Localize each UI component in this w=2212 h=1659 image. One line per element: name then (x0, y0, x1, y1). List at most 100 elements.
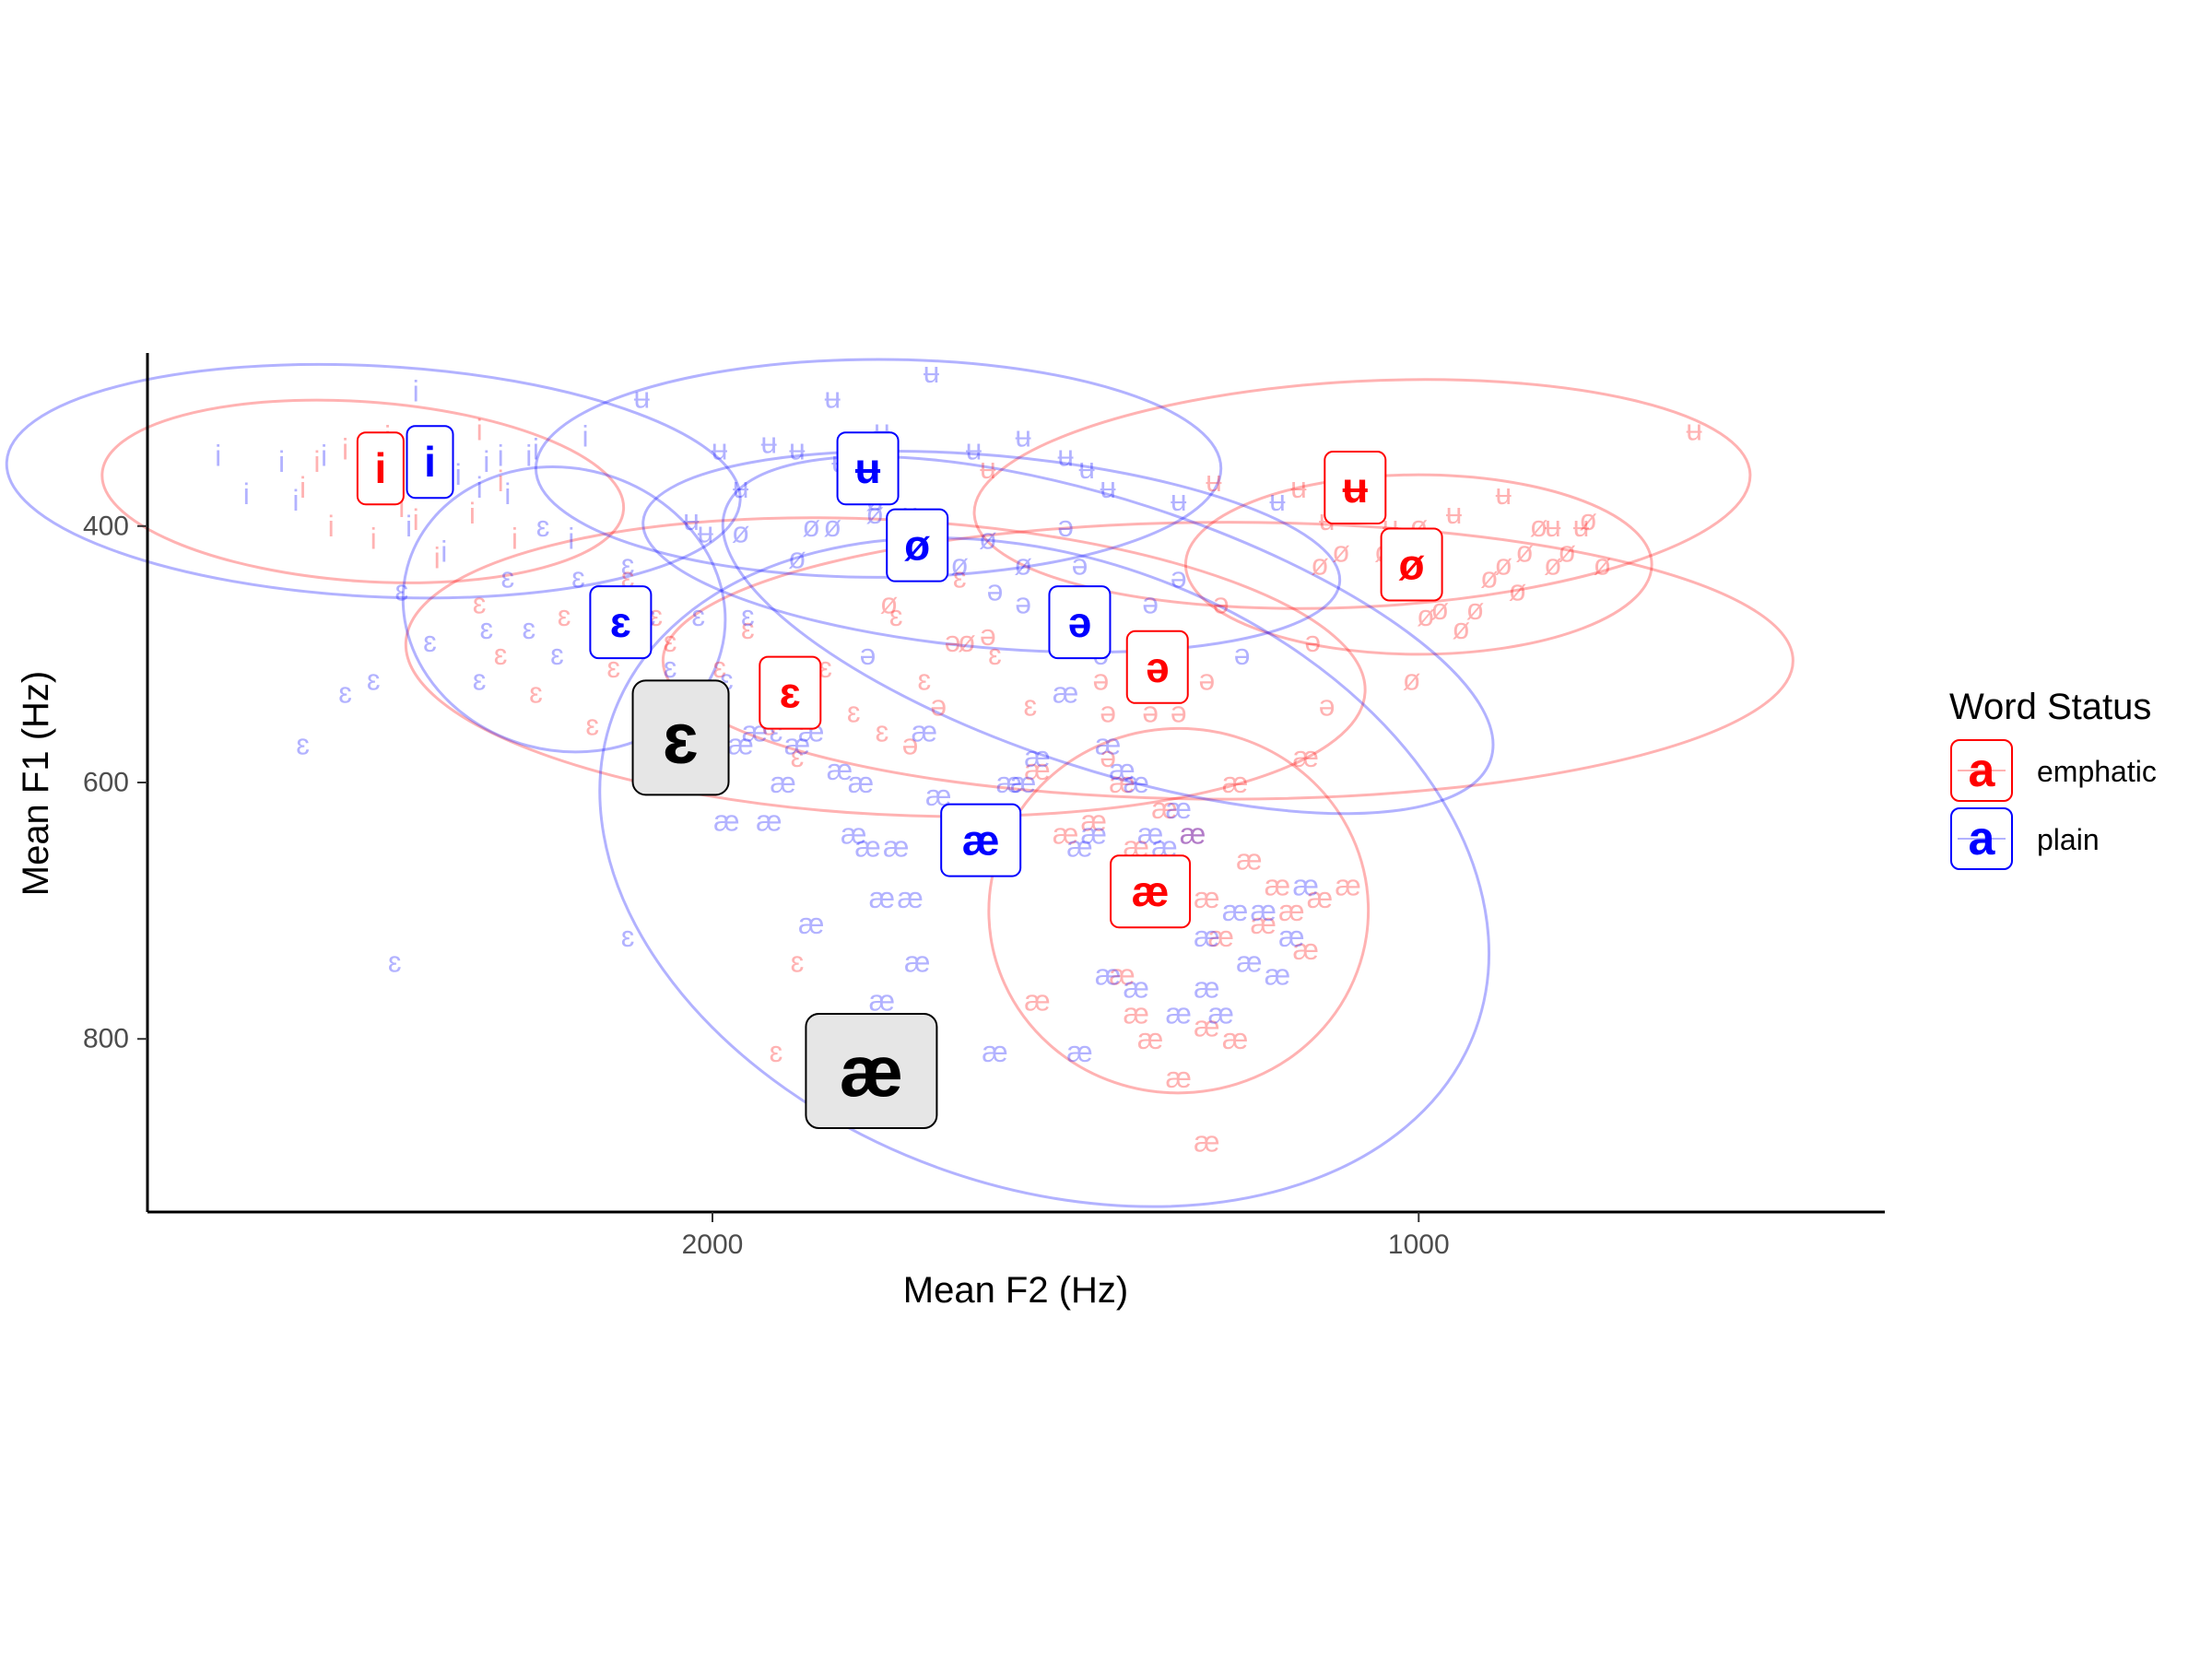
point-emphatic-o-slash: ø (958, 625, 976, 658)
point-emphatic-ae: æ (1335, 868, 1360, 901)
point-plain-i: i (243, 477, 250, 511)
mean-label-box (356, 431, 405, 506)
y-tick-label: 600 (83, 768, 129, 798)
mean-label-emphatic-epsilon: ɛ (759, 655, 822, 730)
point-emphatic-i: i (371, 523, 377, 556)
point-emphatic-schwa: ə (1100, 695, 1116, 728)
overall-mean-epsilon: ɛ (631, 679, 730, 796)
point-emphatic-schwa: ə (1304, 625, 1321, 658)
point-plain-i: i (441, 535, 447, 569)
point-emphatic-barred-u: ʉ (980, 452, 996, 485)
point-emphatic-epsilon: ɛ (791, 946, 805, 979)
point-plain-barred-u: ʉ (1171, 484, 1187, 517)
point-emphatic-barred-u: ʉ (1206, 465, 1222, 498)
mean-label-box (940, 803, 1022, 877)
point-emphatic-ae: æ (1166, 1061, 1192, 1094)
mean-label-text: ø (904, 522, 930, 570)
point-plain-ae: æ (897, 881, 923, 914)
point-emphatic-barred-u: ʉ (1686, 413, 1702, 446)
point-plain-ae: æ (1010, 766, 1036, 799)
point-emphatic-barred-u: ʉ (1545, 510, 1561, 543)
mean-label-box (759, 655, 822, 730)
point-plain-o-slash: ø (788, 542, 806, 575)
legend: Word Status a emphatic a plain (1949, 687, 2157, 870)
point-plain-barred-u: ʉ (1269, 484, 1286, 517)
point-plain-ae: æ (869, 881, 895, 914)
point-plain-o-slash: ø (732, 516, 750, 549)
point-plain-ae: æ (848, 766, 874, 799)
mean-label-emphatic-ae: æ (1110, 854, 1192, 929)
point-plain-barred-u: ʉ (1057, 439, 1074, 472)
ellipse-emphatic-barred-u (972, 378, 1752, 610)
point-plain-barred-u: ʉ (966, 432, 982, 465)
point-emphatic-o-slash: ø (1594, 548, 1612, 582)
point-plain-o-slash: ø (950, 548, 969, 582)
point-plain-ae: æ (1292, 868, 1318, 901)
point-plain-epsilon: ɛ (522, 612, 535, 645)
mean-label-emphatic-schwa: ə (1125, 629, 1189, 704)
point-plain-schwa: ə (1234, 638, 1251, 671)
point-emphatic-ae: æ (1292, 740, 1318, 773)
point-plain-schwa: ə (1015, 586, 1031, 619)
mean-label-text: ɛ (610, 598, 631, 646)
point-plain-epsilon: ɛ (479, 612, 493, 645)
point-plain-ae: æ (1265, 959, 1290, 992)
point-emphatic-i: i (498, 465, 504, 498)
overall-mean-ae: æ (805, 1012, 938, 1129)
point-emphatic-ae: æ (1109, 959, 1135, 992)
point-emphatic-epsilon: ɛ (847, 695, 861, 728)
point-plain-epsilon: ɛ (741, 599, 755, 632)
point-plain-epsilon: ɛ (621, 920, 635, 953)
point-emphatic-i: i (477, 413, 483, 446)
point-plain-ae: æ (1124, 971, 1149, 1005)
point-plain-ae: æ (841, 818, 866, 851)
mean-label-emphatic-barred-u: ʉ (1324, 451, 1387, 525)
point-emphatic-ae: æ (1222, 1022, 1248, 1055)
point-emphatic-epsilon: ɛ (649, 599, 663, 632)
point-plain-ae: æ (982, 1035, 1007, 1068)
point-emphatic-barred-u: ʉ (1573, 510, 1590, 543)
point-emphatic-o-slash: ø (1530, 510, 1548, 543)
point-emphatic-schwa: ə (1198, 664, 1215, 697)
point-plain-ae: æ (854, 830, 880, 864)
point-emphatic-o-slash: ø (1544, 548, 1562, 582)
point-plain-ae: æ (1095, 727, 1121, 760)
point-plain-barred-u: ʉ (697, 516, 713, 549)
point-plain-i: i (413, 375, 419, 408)
point-plain-ae: æ (1207, 996, 1233, 1030)
point-plain-epsilon: ɛ (367, 664, 381, 697)
point-plain-i: i (477, 471, 483, 504)
point-emphatic-ae: æ (1137, 1022, 1163, 1055)
mean-label-box (1110, 854, 1192, 929)
mean-label-box (589, 585, 653, 660)
ellipse-plain-schwa (721, 454, 1495, 816)
point-plain-ae: æ (1124, 766, 1149, 799)
point-emphatic-epsilon: ɛ (818, 651, 832, 684)
x-tick-label: 1000 (1388, 1230, 1450, 1260)
point-plain-barred-u: ʉ (1100, 471, 1116, 504)
point-plain-ae: æ (1081, 818, 1107, 851)
ellipse-plain-epsilon (401, 465, 727, 754)
axes: 2000 1000 400 600 800 Mean F2 (Hz) Mean F1 … (16, 353, 1885, 1311)
point-emphatic-epsilon: ɛ (712, 651, 726, 684)
x-axis-title: Mean F2 (Hz) (903, 1270, 1129, 1311)
point-plain-epsilon: ɛ (621, 548, 635, 582)
point-plain-schwa: ə (987, 573, 1004, 606)
point-emphatic-epsilon: ɛ (473, 586, 487, 619)
point-plain-barred-u: ʉ (924, 356, 940, 389)
legend-key-glyph-plain: a (1969, 812, 1996, 865)
point-plain-i: i (568, 523, 574, 556)
point-emphatic-ae: æ (1265, 868, 1290, 901)
point-plain-ae: æ (727, 727, 753, 760)
mean-label-text: ʉ (855, 444, 881, 492)
point-emphatic-ae: æ (1109, 766, 1135, 799)
ellipse-emphatic-ae (987, 726, 1371, 1095)
mean-label-box (1380, 527, 1443, 602)
point-emphatic-ae: æ (1024, 753, 1050, 786)
point-plain-ae: æ (996, 766, 1022, 799)
point-plain-i: i (215, 439, 221, 472)
mean-label-text: ø (1399, 541, 1425, 589)
point-plain-ae: æ (784, 727, 810, 760)
point-plain-epsilon: ɛ (536, 510, 550, 543)
